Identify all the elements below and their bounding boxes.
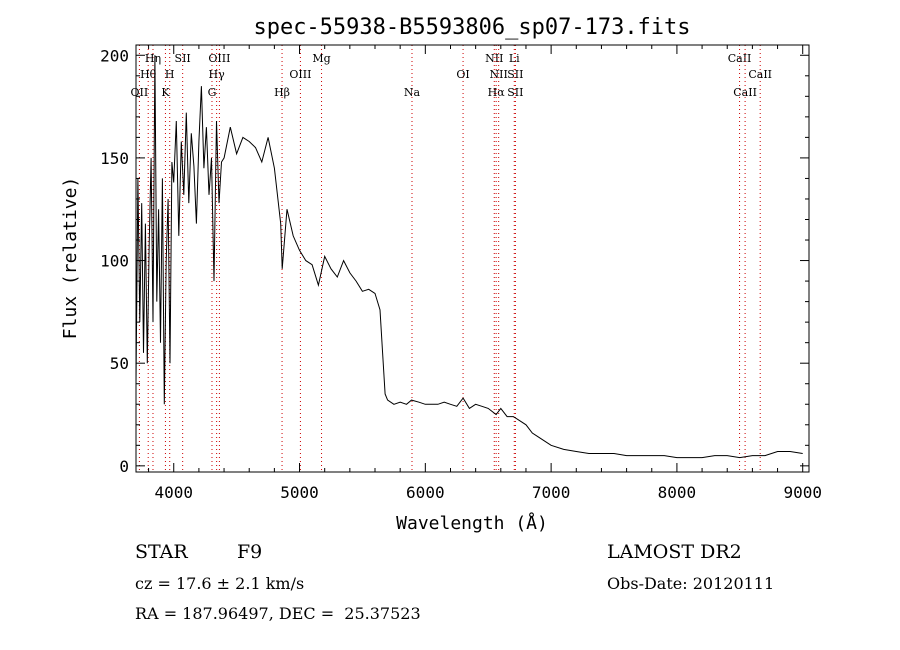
line-label: Hθ <box>140 68 157 81</box>
line-label: OIII <box>289 68 311 81</box>
y-axis-label: Flux (relative) <box>60 177 81 340</box>
coordinates: RA = 187.96497, DEC = 25.37523 <box>135 604 421 623</box>
line-label: Hβ <box>274 86 290 99</box>
line-label: Mg <box>312 52 330 65</box>
line-label: Hη <box>145 52 161 65</box>
line-label: CaII <box>733 86 757 99</box>
line-label: OII <box>131 86 149 99</box>
line-label: Li <box>509 52 520 65</box>
observation-date: Obs-Date: 20120111 <box>607 574 775 593</box>
object-class: STAR <box>135 541 188 563</box>
line-label: Hγ <box>209 68 226 81</box>
x-tick-label: 5000 <box>280 483 319 502</box>
line-label: CaII <box>728 52 752 65</box>
axes: 4000 5000 6000 7000 8000 9000 0 50 100 150 200 <box>100 45 822 502</box>
line-label: NII <box>490 68 508 81</box>
line-label: NII <box>485 52 503 65</box>
redshift-value: cz = 17.6 ± 2.1 km/s <box>135 574 305 593</box>
x-tick-label: 8000 <box>658 483 697 502</box>
y-tick-label: 200 <box>100 46 129 65</box>
x-tick-label: 4000 <box>154 483 193 502</box>
line-label: SII <box>507 86 523 99</box>
spectral-subclass: F9 <box>237 541 263 563</box>
spectrum-line <box>135 55 803 459</box>
x-tick-label: 9000 <box>783 483 822 502</box>
x-tick-label: 7000 <box>532 483 571 502</box>
y-tick-label: 50 <box>110 354 129 373</box>
line-label: OIII <box>208 52 230 65</box>
y-tick-label: 150 <box>100 149 129 168</box>
spectrum-trace <box>135 55 803 459</box>
line-label: OI <box>456 68 469 81</box>
plot-frame <box>135 44 810 473</box>
line-label: SII <box>175 52 191 65</box>
line-label: Hα <box>488 86 506 99</box>
x-axis-label: Wavelength (Å) <box>396 512 548 534</box>
survey-name: LAMOST DR2 <box>607 541 742 563</box>
line-label: Na <box>404 86 421 99</box>
line-label: H <box>165 68 175 81</box>
chart-title: spec-55938-B5593806_sp07-173.fits <box>253 15 690 40</box>
line-label: K <box>161 86 170 99</box>
line-label: SII <box>507 68 523 81</box>
x-tick-label: 6000 <box>406 483 445 502</box>
line-label: CaII <box>748 68 772 81</box>
line-label: G <box>208 86 217 99</box>
y-tick-label: 100 <box>100 252 129 271</box>
spectral-line-markers: OIIHθHηKHSIIGHγOIIIHβOIIIMgNaOINIIHαNIIL… <box>131 45 772 472</box>
y-tick-label: 0 <box>119 457 129 476</box>
